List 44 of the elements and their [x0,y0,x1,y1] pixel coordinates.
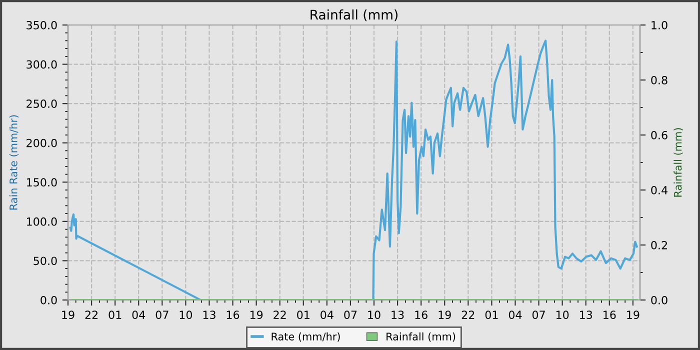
y-axis-title: Rain Rate (mm/hr) [9,115,19,210]
x-tick-label: 01 [297,310,310,320]
x-tick-label: 22 [274,310,286,319]
x-tick-label: 13 [580,310,592,320]
y2-tick-label: 0.6 [651,130,668,140]
x-tick-label: 19 [627,310,640,320]
y-tick-label: 0.0 [40,296,57,304]
x-tick-label: 19 [62,310,74,320]
x-tick-label: 10 [368,310,380,320]
x-tick-label: 10 [556,310,569,320]
y-tick-label: 200.0 [26,138,57,148]
x-tick-label: 16 [604,310,616,320]
y-tick-label: 100.0 [26,217,57,226]
legend-label: Rate (mm/hr) [272,332,340,342]
x-tick-label: 07 [344,310,357,320]
y2-tick-label: 1.0 [652,20,668,30]
y-tick-label: 50.0 [34,256,57,266]
x-tick-label: 16 [415,310,428,320]
y-tick-label: 300.0 [26,60,57,69]
y2-tick-label: 0.0 [651,296,668,304]
x-tick-label: 01 [485,310,498,320]
y-tick-label: 350.0 [26,20,57,30]
x-tick-label: 16 [226,310,240,320]
x-tick-label: 22 [85,310,98,319]
y2-tick-label: 0.2 [651,240,667,250]
x-tick-label: 07 [156,310,168,320]
y-tick-label: 150.0 [26,178,57,187]
x-tick-label: 19 [250,310,263,320]
x-tick-label: 13 [392,310,404,320]
x-tick-label: 01 [108,310,122,320]
y2-tick-label: 0.4 [651,186,668,194]
y2-tick-label: 0.8 [651,76,668,84]
x-tick-label: 22 [462,310,474,319]
x-tick-label: 19 [438,310,451,320]
x-tick-label: 10 [180,310,192,320]
x-tick-label: 04 [132,310,146,320]
chart-title: Rainfall (mm) [310,9,398,22]
y-tick-label: 250.0 [26,100,57,108]
x-tick-label: 07 [532,310,545,320]
x-tick-label: 13 [203,310,216,320]
legend-label: Rainfall (mm) [386,332,456,342]
x-tick-label: 04 [320,310,334,320]
y2-axis-title: Rainfall (mm) [674,128,683,197]
x-tick-label: 04 [508,310,522,320]
